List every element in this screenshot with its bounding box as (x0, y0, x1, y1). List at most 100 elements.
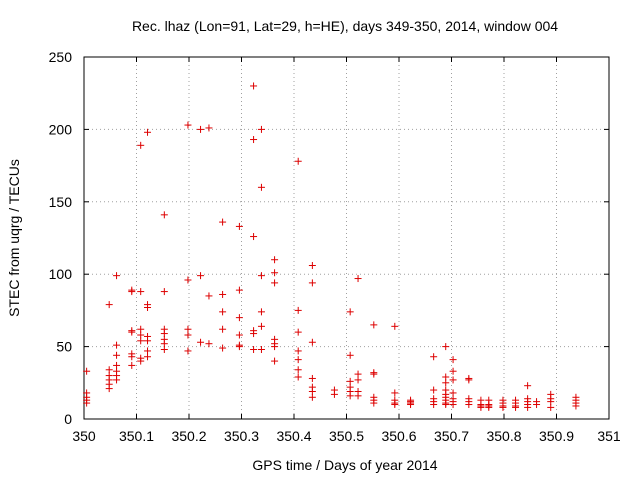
data-point (370, 321, 378, 329)
data-point (184, 331, 192, 339)
data-point (137, 141, 145, 149)
x-axis-label: GPS time / Days of year 2014 (252, 457, 437, 473)
data-point (197, 338, 205, 346)
data-point (250, 330, 258, 338)
data-point (219, 308, 227, 316)
data-point (184, 121, 192, 129)
data-point (83, 399, 91, 407)
data-point (524, 403, 532, 411)
data-point (533, 401, 541, 409)
data-point (137, 288, 145, 296)
x-tick-label: 350.9 (539, 428, 574, 444)
data-point (250, 233, 258, 241)
data-point (250, 82, 258, 90)
x-tick-label: 350.6 (381, 428, 416, 444)
data-point (257, 308, 265, 316)
data-point (308, 374, 316, 382)
data-point (184, 347, 192, 355)
grid (84, 57, 609, 419)
data-point (370, 370, 378, 378)
data-point (354, 376, 362, 384)
data-point (271, 269, 279, 277)
x-tick-label: 350.7 (434, 428, 469, 444)
y-tick-label: 250 (49, 49, 73, 65)
data-point (547, 403, 555, 411)
data-point (346, 308, 354, 316)
data-point (235, 222, 243, 230)
data-point (354, 392, 362, 400)
data-point (257, 345, 265, 353)
data-point (257, 322, 265, 330)
data-point (137, 337, 145, 345)
data-point (465, 376, 473, 384)
data-point (235, 314, 243, 322)
y-tick-label: 150 (49, 194, 73, 210)
chart-title: Rec. lhaz (Lon=91, Lat=29, h=HE), days 3… (132, 18, 558, 34)
y-tick-label: 200 (49, 121, 73, 137)
y-tick-label: 0 (64, 411, 72, 427)
data-point (235, 331, 243, 339)
x-tick-label: 351 (597, 428, 621, 444)
data-point (308, 262, 316, 270)
data-point (113, 272, 121, 280)
data-point (485, 403, 493, 411)
data-point (430, 353, 438, 361)
data-point (524, 382, 532, 390)
data-point (354, 275, 362, 283)
data-point (144, 304, 152, 312)
data-point (197, 272, 205, 280)
x-tick-label: 350.1 (119, 428, 154, 444)
data-point (250, 136, 258, 144)
x-tick-label: 350.4 (276, 428, 311, 444)
data-point (512, 403, 520, 411)
data-point (257, 272, 265, 280)
data-point (294, 306, 302, 314)
data-point (449, 376, 457, 384)
data-point (250, 345, 258, 353)
axes (83, 56, 610, 420)
data-point (257, 125, 265, 133)
data-point (346, 392, 354, 400)
data-point (449, 401, 457, 409)
data-point (308, 338, 316, 346)
data-point (430, 386, 438, 394)
data-point (370, 399, 378, 407)
data-point (294, 356, 302, 364)
x-tick-label: 350 (72, 428, 96, 444)
data-point (271, 343, 279, 351)
data-point (271, 256, 279, 264)
data-point (391, 401, 399, 409)
data-point (449, 367, 457, 375)
data-point (235, 343, 243, 351)
data-point (442, 379, 450, 387)
data-point (160, 345, 168, 353)
data-point (449, 356, 457, 364)
data-point (442, 343, 450, 351)
plot-frame (83, 56, 610, 420)
data-point (572, 402, 580, 410)
x-tick-label: 350.5 (329, 428, 364, 444)
data-point (271, 357, 279, 365)
data-point (430, 401, 438, 409)
data-point (442, 401, 450, 409)
data-point (477, 403, 485, 411)
data-point (391, 322, 399, 330)
data-point (219, 344, 227, 352)
data-point (160, 288, 168, 296)
data-point (219, 325, 227, 333)
y-tick-label: 50 (56, 339, 72, 355)
data-point (294, 328, 302, 336)
data-point (294, 373, 302, 381)
data-point (219, 218, 227, 226)
data-point (219, 290, 227, 298)
data-point (160, 211, 168, 219)
x-tick-label: 350.3 (224, 428, 259, 444)
data-point (128, 328, 136, 336)
y-axis-label: STEC from uqrg / TECUs (6, 159, 22, 317)
data-point (83, 367, 91, 375)
data-point (294, 347, 302, 355)
data-point (113, 351, 121, 359)
data-point (184, 276, 192, 284)
data-point (113, 376, 121, 384)
data-point (105, 385, 113, 393)
